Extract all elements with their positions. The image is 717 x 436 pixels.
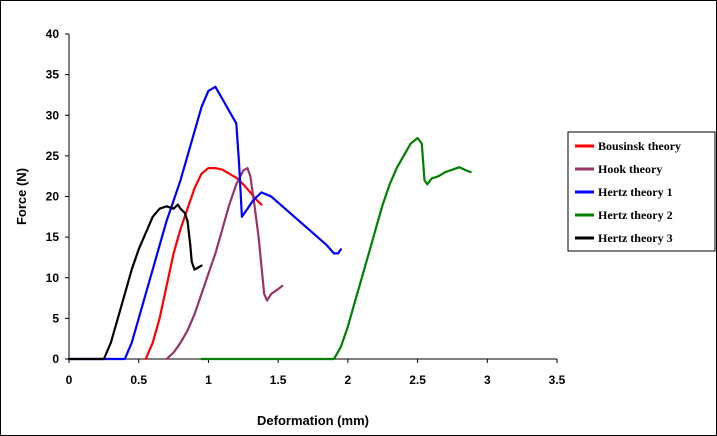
series-line-2 <box>165 167 284 361</box>
axes: 0 5 10 15 20 25 30 35 40 0 0.5 1 1.5 2 2.5 3 3.5 <box>46 27 566 387</box>
y-tick-label: 10 <box>46 271 60 285</box>
x-tick-label: 3.5 <box>549 373 566 387</box>
series-line-3 <box>67 85 342 361</box>
y-tick-label: 0 <box>52 352 59 366</box>
series-line-4 <box>200 136 472 361</box>
legend-label: Hook theory <box>598 162 662 176</box>
series-layer <box>67 85 472 361</box>
x-tick-label: 0 <box>66 373 73 387</box>
y-tick-label: 5 <box>52 311 59 325</box>
y-tick-label: 30 <box>46 108 60 122</box>
x-tick-label: 0.5 <box>130 373 147 387</box>
legend-label: Hertz theory 1 <box>598 185 673 199</box>
series-line-5 <box>67 203 203 361</box>
x-tick-label: 1.5 <box>270 373 287 387</box>
x-tick-label: 1 <box>205 373 212 387</box>
y-tick-label: 40 <box>46 27 60 41</box>
y-tick-label: 35 <box>46 68 60 82</box>
x-tick-label: 2.5 <box>409 373 426 387</box>
x-tick-label: 3 <box>484 373 491 387</box>
legend-label: Bousinsk theory <box>598 139 681 153</box>
x-axis-title: Deformation (mm) <box>257 413 369 428</box>
y-tick-label: 20 <box>46 190 60 204</box>
y-axis-title: Force (N) <box>14 168 29 225</box>
legend-label: Hertz theory 3 <box>598 231 673 245</box>
x-tick-label: 2 <box>345 373 352 387</box>
y-tick-label: 25 <box>46 149 60 163</box>
y-tick-label: 15 <box>46 230 60 244</box>
legend: Bousinsk theory Hook theory Hertz theory 1… <box>567 131 716 252</box>
series-line-1 <box>144 167 263 361</box>
legend-label: Hertz theory 2 <box>598 208 673 222</box>
